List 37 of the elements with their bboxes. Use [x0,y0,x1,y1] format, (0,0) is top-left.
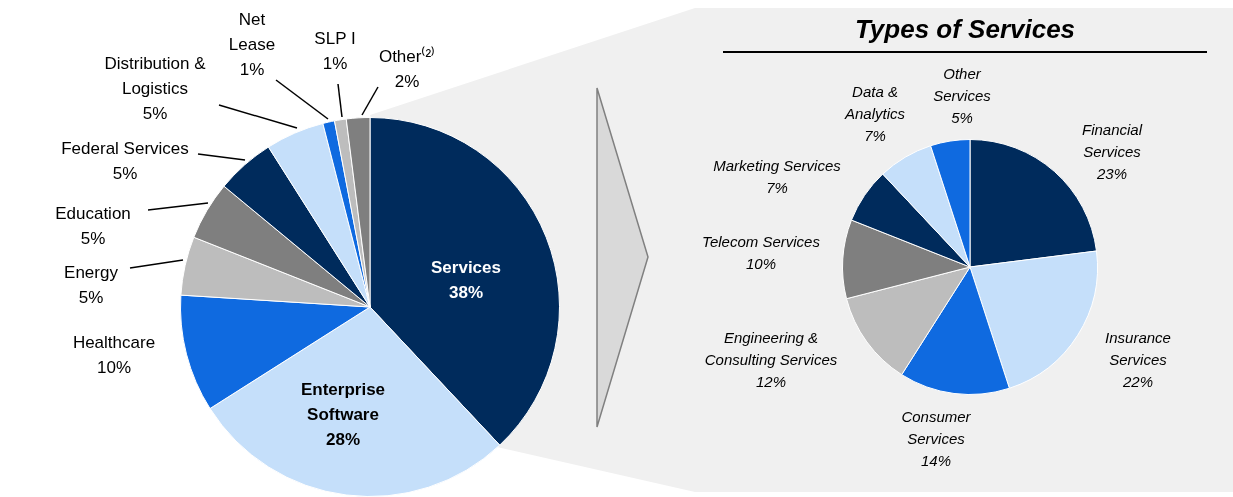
slice-label: Services [431,257,501,277]
data-label: 28% [325,429,361,449]
chart-title: Types of Services [723,14,1207,53]
data-label: 5% [78,287,104,307]
slice-label: Marketing Services [713,157,842,175]
data-label: 38% [448,282,484,302]
slice-label: Insurance Services [1105,329,1171,369]
slice-label: Other Services [933,65,992,105]
data-label: 5% [142,103,168,123]
slice-label: Federal Services [61,138,189,158]
slice-label: Enterprise Software [300,379,386,424]
slice-label: Engineering & Consulting Services [704,329,838,369]
data-label: 14% [920,452,952,470]
slice-label: Net Lease [228,9,276,54]
data-label: 5% [80,228,106,248]
slice-label: Financial Services [1081,121,1143,161]
data-label: 5% [112,163,138,183]
data-label: 12% [755,373,787,391]
slice-label: Distribution & Logistics [104,53,207,98]
slice-label: Data & Analytics [843,83,906,123]
slice-label: Education [55,203,131,223]
data-label: 7% [864,127,886,145]
data-label: 7% [766,179,788,197]
slice-label: Energy [64,262,119,282]
slice-label: SLP I [314,28,356,48]
data-label: 10% [96,357,132,377]
data-label: 5% [951,109,973,127]
slice-label: Healthcare [72,332,156,352]
data-label: 1% [239,59,265,79]
data-label: 10% [745,255,777,273]
slice-label: Telecom Services [702,233,821,251]
slice-label: Other⁽²⁾ [378,45,436,66]
data-label: 2% [394,71,420,91]
data-label: 23% [1095,165,1128,183]
slice-label: Consumer Services [901,408,972,448]
data-label: 22% [1121,373,1154,391]
data-label: 1% [322,53,348,73]
